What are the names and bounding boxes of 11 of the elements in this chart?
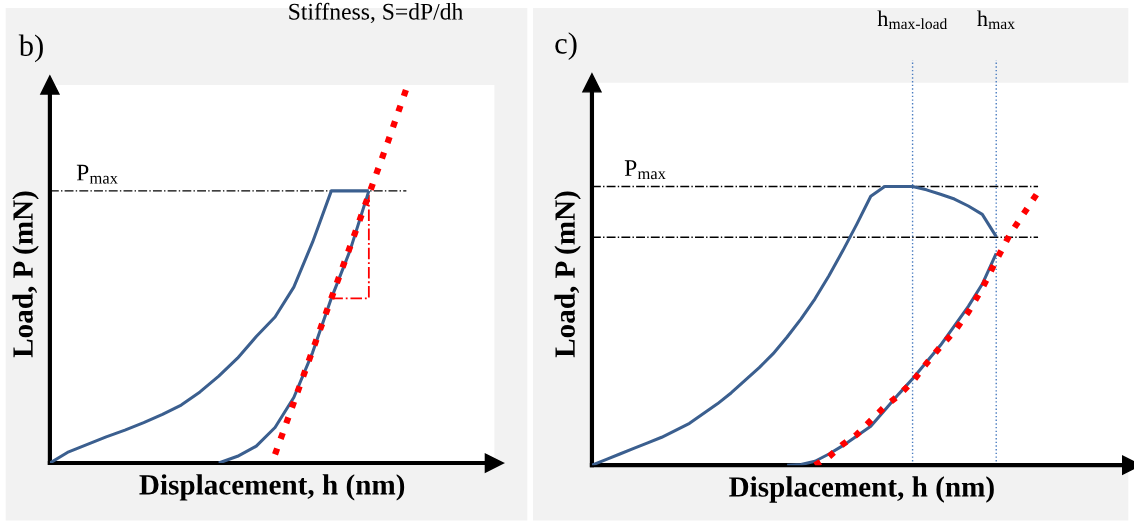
x-tick-label: h$_{max‐load}$: [877, 10, 948, 30]
x-axis-title: Displacement, h (nm): [139, 474, 405, 501]
text: Stiffness, S=dP/dh: [289, 2, 463, 24]
series-label: P$_{max}$: [624, 160, 666, 180]
x-tick-label: h$_{max}$: [977, 10, 1015, 30]
chart-title: b): [18, 34, 43, 63]
y-axis-title: Load, P (mN): [554, 191, 581, 358]
series-label: P$_{max}$: [76, 164, 118, 184]
y-axis-title: Load, P (mN): [12, 191, 39, 358]
chart-title: c): [555, 32, 577, 60]
x-axis-title: Displacement, h (nm): [729, 476, 994, 503]
